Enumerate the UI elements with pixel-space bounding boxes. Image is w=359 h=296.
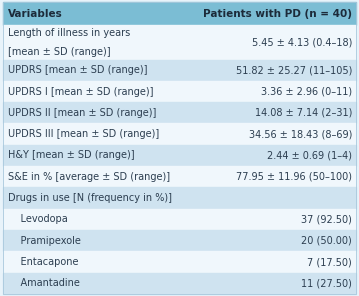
Text: Patients with PD (n = 40): Patients with PD (n = 40)	[203, 9, 352, 19]
Text: Drugs in use [N (frequency in %)]: Drugs in use [N (frequency in %)]	[8, 193, 172, 203]
Text: Variables: Variables	[8, 9, 63, 19]
Bar	[3, 81, 356, 102]
Text: 37 (92.50): 37 (92.50)	[301, 214, 352, 224]
Text: S&E in % [average ± SD (range)]: S&E in % [average ± SD (range)]	[8, 172, 170, 182]
Text: Length of illness in years: Length of illness in years	[8, 28, 130, 38]
Bar	[3, 251, 356, 273]
Bar	[3, 2, 356, 25]
Text: Levodopa: Levodopa	[8, 214, 68, 224]
Bar	[3, 166, 356, 187]
Bar	[3, 145, 356, 166]
Text: 2.44 ± 0.69 (1–4): 2.44 ± 0.69 (1–4)	[267, 150, 352, 160]
Text: UPDRS I [mean ± SD (range)]: UPDRS I [mean ± SD (range)]	[8, 86, 154, 96]
Text: Pramipexole: Pramipexole	[8, 236, 81, 246]
Text: UPDRS II [mean ± SD (range)]: UPDRS II [mean ± SD (range)]	[8, 108, 157, 118]
Bar	[3, 25, 356, 59]
Text: 51.82 ± 25.27 (11–105): 51.82 ± 25.27 (11–105)	[236, 65, 352, 75]
Text: 3.36 ± 2.96 (0–11): 3.36 ± 2.96 (0–11)	[261, 86, 352, 96]
Text: Entacapone: Entacapone	[8, 257, 79, 267]
Bar	[3, 209, 356, 230]
Text: UPDRS III [mean ± SD (range)]: UPDRS III [mean ± SD (range)]	[8, 129, 159, 139]
Text: 11 (27.50): 11 (27.50)	[301, 278, 352, 288]
Bar	[3, 123, 356, 145]
Text: 14.08 ± 7.14 (2–31): 14.08 ± 7.14 (2–31)	[255, 108, 352, 118]
Text: 77.95 ± 11.96 (50–100): 77.95 ± 11.96 (50–100)	[236, 172, 352, 182]
Text: Amantadine: Amantadine	[8, 278, 80, 288]
Text: [mean ± SD (range)]: [mean ± SD (range)]	[8, 47, 111, 57]
Text: 20 (50.00): 20 (50.00)	[301, 236, 352, 246]
Text: H&Y [mean ± SD (range)]: H&Y [mean ± SD (range)]	[8, 150, 135, 160]
Bar	[3, 230, 356, 251]
Bar	[3, 59, 356, 81]
Text: 34.56 ± 18.43 (8–69): 34.56 ± 18.43 (8–69)	[249, 129, 352, 139]
Text: 7 (17.50): 7 (17.50)	[307, 257, 352, 267]
Text: 5.45 ± 4.13 (0.4–18): 5.45 ± 4.13 (0.4–18)	[252, 38, 352, 47]
Bar	[3, 273, 356, 294]
Text: UPDRS [mean ± SD (range)]: UPDRS [mean ± SD (range)]	[8, 65, 148, 75]
Bar	[3, 102, 356, 123]
Bar	[3, 187, 356, 209]
